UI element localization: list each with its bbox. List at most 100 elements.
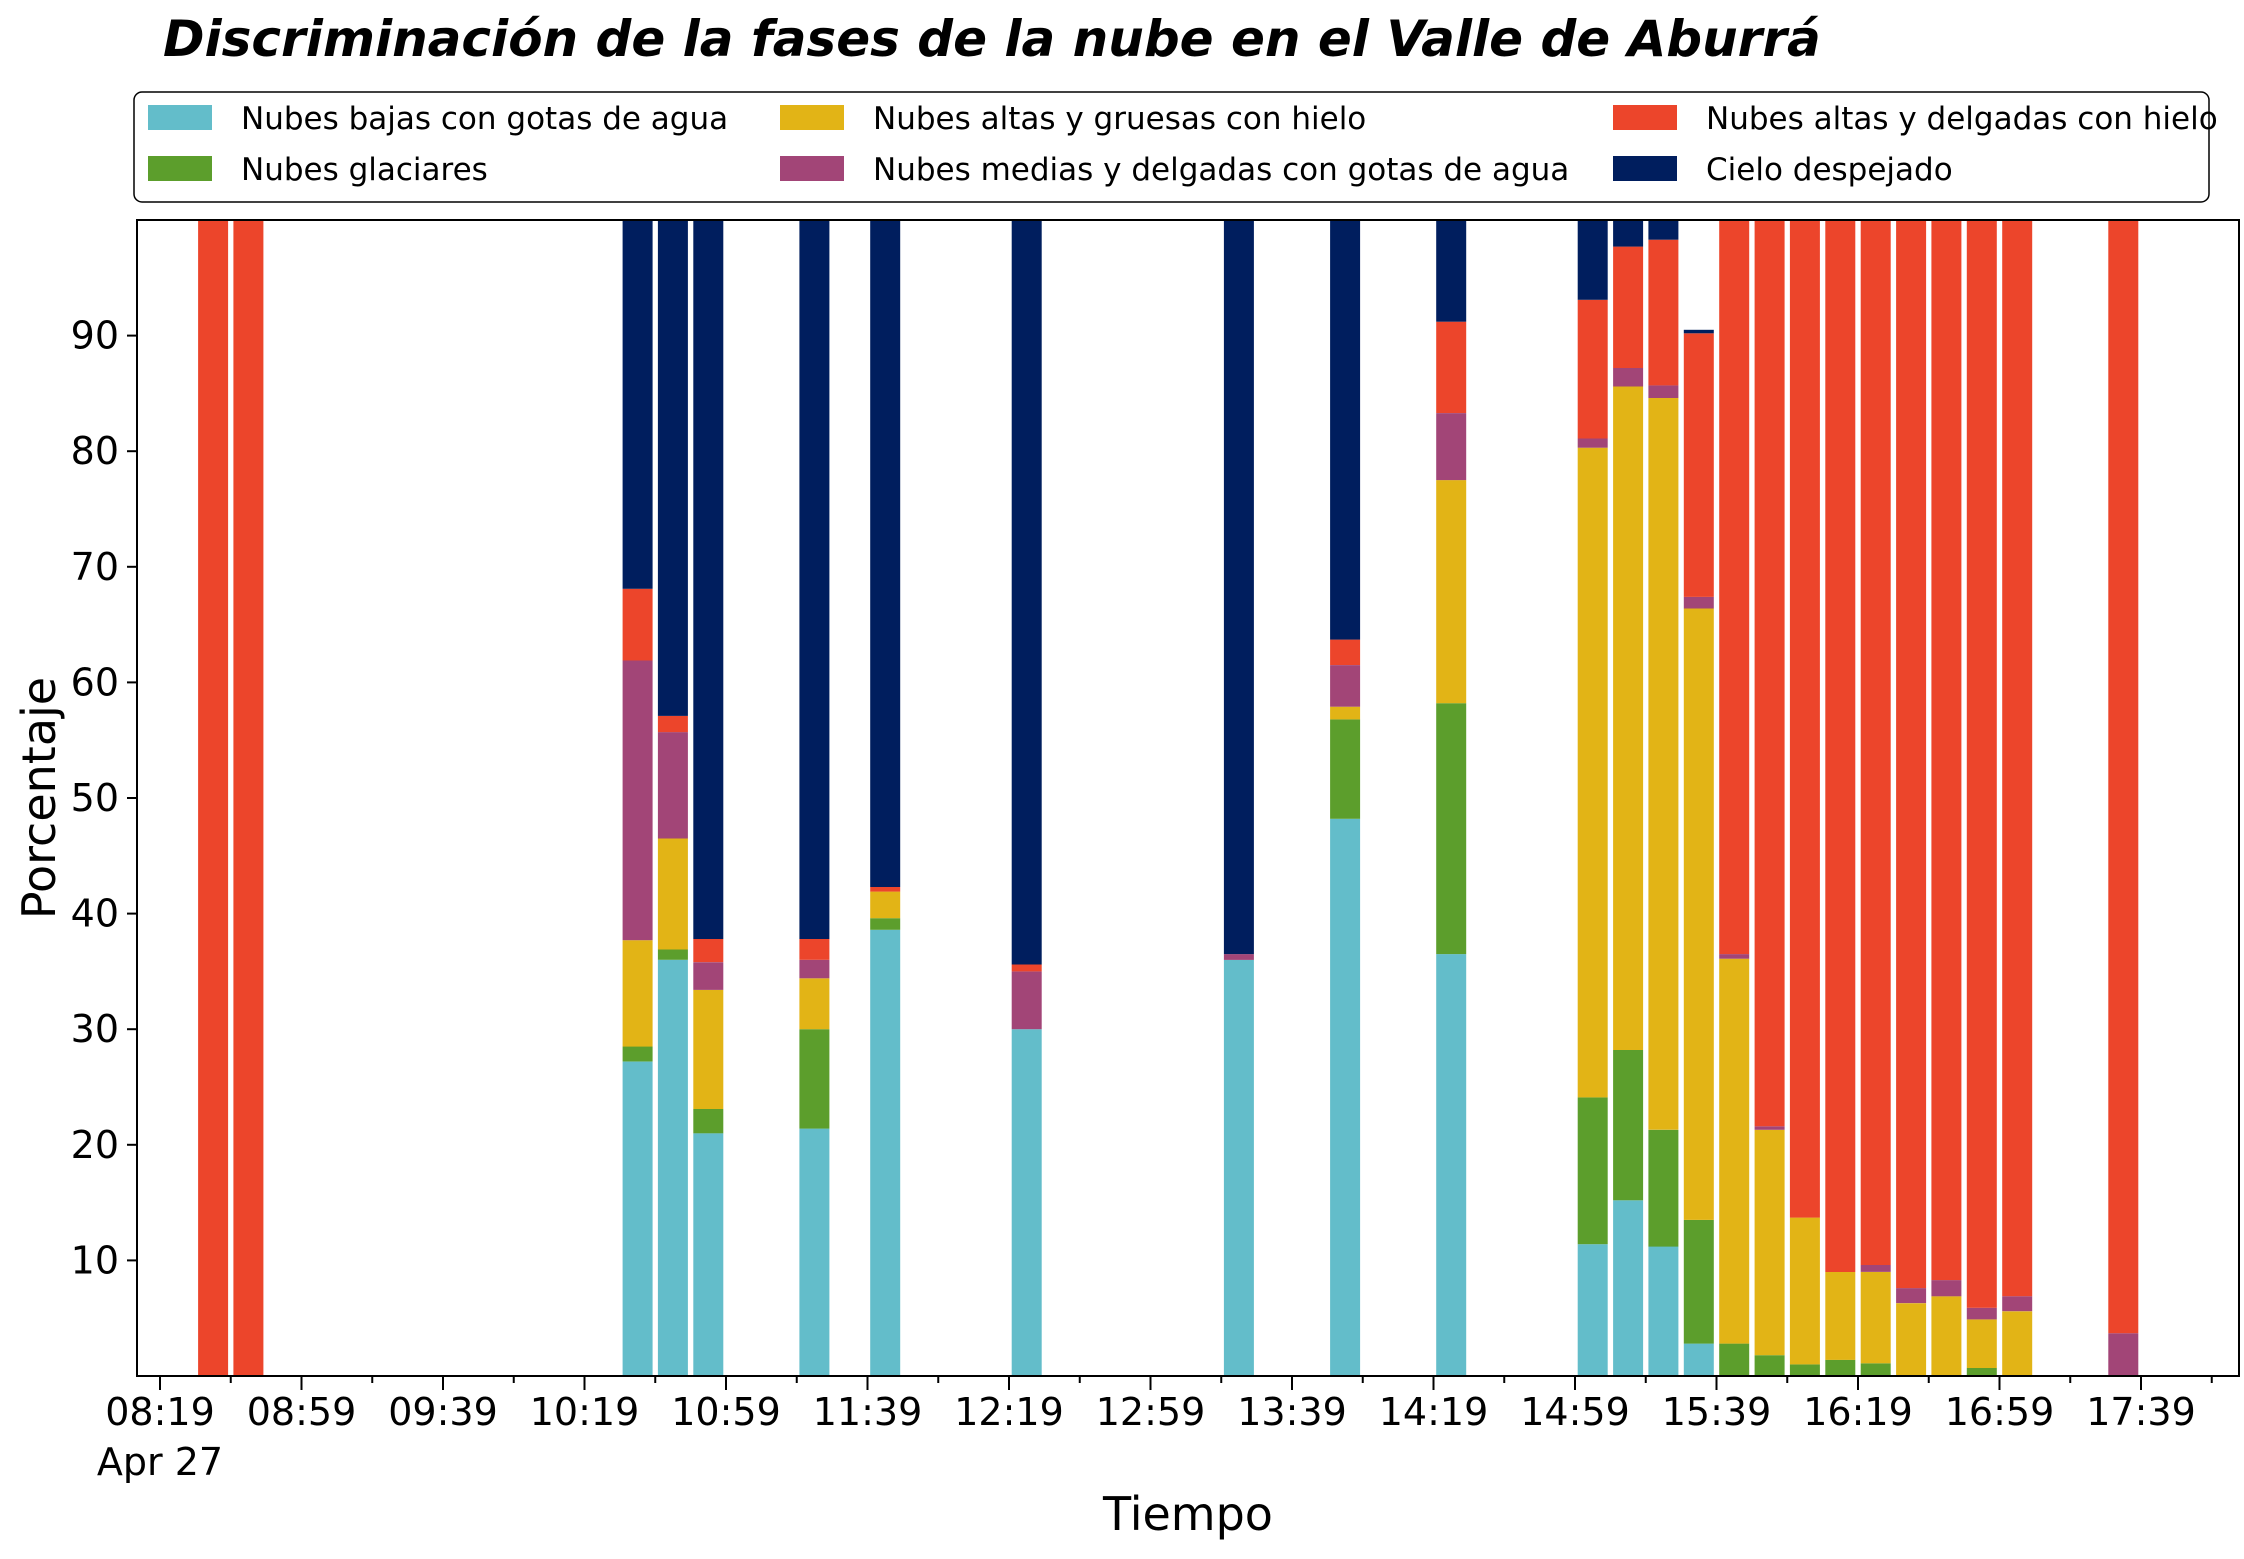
bar-segment — [1648, 385, 1679, 398]
bar-segment — [1577, 1097, 1608, 1245]
bar-segment — [1436, 220, 1467, 322]
y-tick-label: 10 — [71, 1238, 119, 1282]
bar-segment — [1648, 220, 1679, 240]
bar-segment — [622, 588, 653, 661]
bar-segment — [799, 1128, 830, 1376]
legend-box — [133, 91, 2210, 203]
bar-segment — [1330, 220, 1361, 640]
legend: Nubes bajas con gotas de agua Nubes glaci… — [133, 91, 2218, 203]
bar-segment — [657, 220, 688, 716]
bar-segment — [1789, 1364, 1820, 1376]
bar-segment — [1613, 220, 1644, 247]
x-tick-label: 08:19 — [105, 1390, 215, 1434]
bar-segment — [1436, 321, 1467, 413]
bar-segment — [1825, 1272, 1856, 1360]
legend-label: Cielo despejado — [1706, 152, 1953, 188]
bar-segment — [657, 959, 688, 1376]
x-tick-label: 12:59 — [1096, 1390, 1206, 1434]
legend-swatch — [148, 105, 212, 130]
bar-segment — [1613, 1200, 1644, 1376]
bar-segment — [1613, 368, 1644, 387]
bar-segment — [1896, 1303, 1927, 1376]
y-tick-label: 20 — [71, 1123, 119, 1167]
y-tick-label: 50 — [71, 776, 119, 820]
bar-segment — [1223, 954, 1254, 960]
legend-swatch — [1613, 105, 1677, 130]
bar-segment — [799, 939, 830, 960]
bar-segment — [1011, 964, 1042, 972]
bar-segment — [1223, 220, 1254, 955]
y-tick-label: 90 — [71, 314, 119, 358]
legend-swatch — [1613, 156, 1677, 181]
y-tick-label: 70 — [71, 545, 119, 589]
bar-segment — [693, 939, 724, 963]
bar-segment — [1330, 665, 1361, 707]
x-tick-label: 10:59 — [671, 1390, 781, 1434]
bar-segment — [1966, 1307, 1997, 1320]
bar-segment — [870, 891, 901, 919]
bar-segment — [657, 949, 688, 960]
bar-segment — [870, 220, 901, 887]
bar-segment — [1966, 1367, 1997, 1376]
bar-segment — [1613, 246, 1644, 368]
bar-segment — [1613, 1050, 1644, 1201]
bar-segment — [622, 1061, 653, 1376]
x-tick-label: 14:19 — [1379, 1390, 1489, 1434]
bar-segment — [1789, 1217, 1820, 1365]
bar-segment — [1577, 299, 1608, 439]
bar-segment — [1648, 398, 1679, 1130]
bar-segment — [1436, 413, 1467, 481]
bar-segment — [657, 715, 688, 733]
bar-segment — [1648, 1129, 1679, 1247]
bar-segment — [1860, 1272, 1891, 1364]
bar-segment — [1896, 1288, 1927, 1304]
x-tick-label: 12:19 — [954, 1390, 1064, 1434]
x-tick-label: 16:59 — [1945, 1390, 2055, 1434]
bar-segment — [657, 732, 688, 839]
bar-segment — [870, 918, 901, 930]
bar-segment — [1011, 971, 1042, 1030]
bar-segment — [1860, 220, 1891, 1265]
bar-segment — [1330, 639, 1361, 665]
legend-swatch — [780, 156, 844, 181]
bar-segment — [870, 887, 901, 892]
bar-segment — [1719, 954, 1750, 959]
x-tick-label: 14:59 — [1520, 1390, 1630, 1434]
legend-label: Nubes altas y gruesas con hielo — [873, 101, 1366, 137]
legend-label: Nubes altas y delgadas con hielo — [1706, 101, 2218, 137]
bar-segment — [693, 1133, 724, 1376]
bar-segment — [1896, 220, 1927, 1289]
x-tick-label: 09:39 — [388, 1390, 498, 1434]
bar-segment — [198, 220, 229, 1376]
bar-segment — [1648, 1246, 1679, 1376]
bar-segment — [2002, 220, 2033, 1297]
bar-segment — [1223, 959, 1254, 1376]
bar-segment — [2002, 1296, 2033, 1312]
bar-segment — [1436, 954, 1467, 1376]
y-tick-label: 80 — [71, 429, 119, 473]
bar-segment — [1577, 438, 1608, 448]
bar-segment — [1683, 1343, 1714, 1376]
bar-segment — [693, 220, 724, 939]
bar-segment — [1011, 1029, 1042, 1376]
bar-segment — [1683, 329, 1714, 334]
legend-label: Nubes medias y delgadas con gotas de agu… — [873, 152, 1569, 188]
bar-segment — [1648, 239, 1679, 386]
bar-segment — [622, 220, 653, 589]
bar-segment — [1577, 1244, 1608, 1376]
bar-segment — [1577, 447, 1608, 1098]
chart-title: Discriminación de la fases de la nube en… — [163, 10, 1821, 68]
x-tick-label: 10:19 — [530, 1390, 640, 1434]
bar-segment — [799, 1029, 830, 1129]
bar-segment — [622, 660, 653, 941]
y-tick-label: 60 — [71, 660, 119, 704]
x-tick-date-label: Apr 27 — [97, 1440, 223, 1484]
bar-segment — [693, 989, 724, 1109]
bar-segment — [1931, 1280, 1962, 1297]
bar-segment — [1754, 1126, 1785, 1130]
bar-segment — [1754, 1355, 1785, 1376]
bar-segment — [799, 220, 830, 939]
x-tick-label: 08:59 — [247, 1390, 357, 1434]
bar-segment — [622, 1046, 653, 1062]
bar-segment — [693, 1109, 724, 1134]
